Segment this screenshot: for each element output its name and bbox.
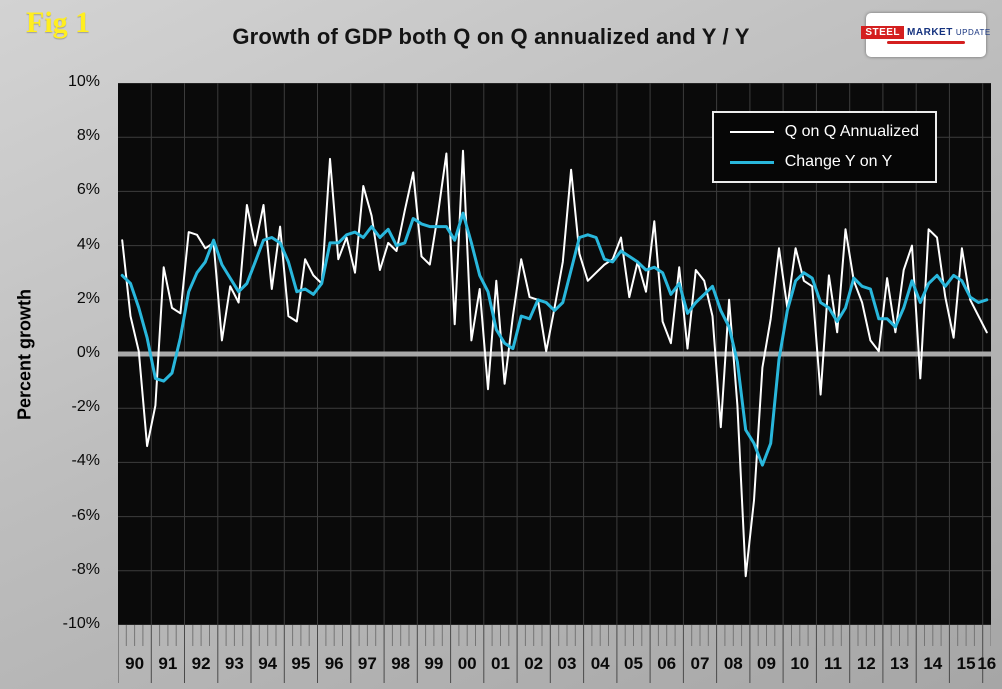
- x-year-label: 08: [723, 654, 743, 673]
- legend-label-qonq: Q on Q Annualized: [784, 123, 919, 140]
- logo-steel-badge: STEEL: [861, 26, 905, 39]
- figure-number-label: Fig 1: [26, 6, 91, 39]
- x-axis-tick-marks: [118, 625, 991, 683]
- chart-title: Growth of GDP both Q on Q annualized and…: [232, 24, 750, 49]
- logo-swoosh-graphic: [887, 41, 965, 44]
- x-year-label: 01: [491, 654, 510, 673]
- legend-label-yony: Change Y on Y: [784, 153, 893, 170]
- chart-legend: Q on Q Annualized Change Y on Y: [711, 111, 937, 183]
- x-year-label: 15: [956, 654, 976, 673]
- x-year-label: 05: [624, 654, 643, 673]
- x-year-label: 02: [524, 654, 544, 673]
- x-year-label: 97: [357, 654, 377, 673]
- x-year-label: 12: [856, 654, 876, 673]
- gdp-growth-line-chart: [118, 83, 991, 625]
- qonq-line-swatch: [729, 131, 774, 133]
- x-year-label: 13: [890, 654, 909, 673]
- y-tick-label: 8%: [76, 127, 100, 145]
- x-year-label: 91: [158, 654, 178, 673]
- y-tick-label: -8%: [71, 560, 100, 578]
- yony-line-swatch: [729, 160, 774, 164]
- x-year-label: 94: [258, 654, 278, 673]
- x-year-label: 10: [790, 654, 810, 673]
- y-tick-label: -2%: [71, 398, 100, 416]
- legend-item-qonq: Q on Q Annualized: [729, 123, 919, 141]
- x-year-label: 09: [757, 654, 776, 673]
- x-axis-year-labels: 90 91 92 93 94 95 96 97 98 99 00 01 02 03 04 05 06 07 08 09…: [118, 625, 996, 687]
- x-year-label: 03: [557, 654, 577, 673]
- logo-text: STEEL MARKET UPDATE: [861, 26, 990, 39]
- x-year-label: 98: [391, 654, 411, 673]
- plot-area: Q on Q Annualized Change Y on Y: [118, 83, 991, 625]
- x-year-label: 99: [424, 654, 444, 673]
- y-tick-label: 0%: [76, 344, 100, 361]
- x-axis: 90 91 92 93 94 95 96 97 98 99 00 01 02 03 04 05 06 07 08 09…: [118, 625, 996, 687]
- x-year-label: 16: [977, 654, 997, 673]
- x-year-label: 11: [824, 654, 842, 673]
- x-year-label: 07: [690, 654, 710, 673]
- x-year-label: 90: [125, 654, 145, 673]
- x-year-label: 00: [457, 654, 477, 673]
- y-tick-label: 6%: [76, 181, 100, 199]
- y-tick-label: 2%: [76, 289, 100, 307]
- y-axis-tick-labels: 10% 8% 6% 4% 2% 0% -2% -4% -6% -8% -10%: [0, 73, 108, 632]
- x-year-label: 06: [657, 654, 677, 673]
- y-tick-label: 4%: [76, 235, 100, 253]
- y-tick-label: -6%: [71, 506, 100, 524]
- x-year-label: 92: [191, 654, 211, 673]
- y-tick-label: -4%: [71, 452, 100, 470]
- logo-market-text: MARKET: [907, 27, 953, 38]
- y-tick-label: -10%: [62, 615, 100, 632]
- y-tick-label: 10%: [67, 73, 100, 90]
- x-year-label: 95: [291, 654, 311, 673]
- x-year-label: 04: [590, 654, 610, 673]
- x-year-label: 96: [324, 654, 344, 673]
- x-year-label: 93: [224, 654, 244, 673]
- x-year-label: 14: [923, 654, 943, 673]
- logo-update-text: UPDATE: [955, 28, 991, 37]
- legend-item-yony: Change Y on Y: [729, 153, 919, 171]
- steel-market-update-logo: STEEL MARKET UPDATE: [861, 13, 990, 57]
